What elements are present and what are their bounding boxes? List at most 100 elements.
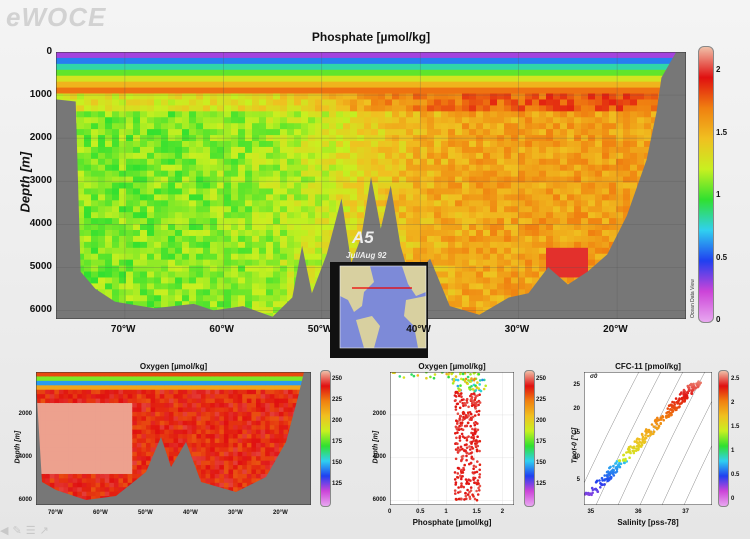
- phosphate-cell: [140, 265, 148, 273]
- phosphate-cell: [518, 123, 526, 130]
- phosphate-cell: [399, 241, 407, 249]
- phosphate-cell: [595, 52, 603, 59]
- phosphate-cell: [294, 218, 302, 225]
- phosphate-cell: [182, 241, 190, 249]
- phosphate-cell: [602, 188, 610, 195]
- phosphate-cell: [420, 164, 428, 172]
- phosphate-cell: [98, 99, 106, 106]
- oxygen-cell: [118, 403, 124, 408]
- phosphate-cell: [490, 218, 498, 225]
- phosphate-cell: [595, 164, 603, 172]
- phosphate-cell: [63, 93, 71, 101]
- phosphate-cell: [476, 277, 484, 284]
- phosphate-cell: [245, 99, 253, 106]
- phosphate-cell: [175, 117, 183, 124]
- oxygen-cell: [77, 411, 83, 417]
- phosphate-cell: [448, 152, 456, 160]
- phosphate-cell: [609, 152, 617, 160]
- phosphate-cell: [518, 283, 526, 290]
- oxygen-cell: [127, 469, 133, 475]
- phosphate-cell: [343, 230, 351, 237]
- phosphate-cell: [602, 87, 610, 95]
- phosphate-cell: [280, 253, 288, 261]
- phosphate-cell: [525, 212, 533, 219]
- phosphate-cell: [91, 194, 99, 201]
- phosphate-cell: [91, 271, 99, 279]
- phosphate-cell: [133, 69, 141, 77]
- phosphate-cell: [462, 301, 470, 308]
- phosphate-cell: [357, 141, 365, 148]
- phosphate-cell: [322, 206, 330, 213]
- phosphate-cell: [238, 57, 246, 65]
- phosphate-cell: [84, 259, 92, 267]
- phosphate-cell: [203, 301, 211, 308]
- oxygen-cell: [86, 487, 92, 493]
- oxygen-cell: [40, 425, 46, 431]
- phosphate-cell: [623, 141, 631, 148]
- phosphate-cell: [252, 182, 260, 190]
- phosphate-cell: [560, 87, 568, 95]
- phosphate-cell: [630, 111, 638, 118]
- phosphate-cell: [371, 111, 379, 118]
- phosphate-cell: [385, 69, 393, 77]
- oxygen-cell: [146, 442, 152, 448]
- phosphate-cell: [189, 188, 197, 195]
- phosphate-cell: [490, 158, 498, 166]
- phosphate-cell: [98, 52, 106, 59]
- oxygen-cell: [113, 438, 119, 444]
- phosphate-cell: [133, 289, 141, 296]
- phosphate-cell: [427, 93, 435, 101]
- oxygen-cell: [155, 376, 161, 382]
- oxygen-cell: [91, 456, 97, 462]
- oxygen-cell: [54, 460, 60, 466]
- oxygen-cell: [63, 376, 69, 382]
- phosphate-cell: [609, 69, 617, 77]
- oxygen-cell: [49, 389, 55, 395]
- oxygen-cell: [150, 451, 156, 457]
- phosphate-cell: [119, 247, 127, 255]
- phosphate-cell: [154, 75, 162, 83]
- oxygen-cell: [132, 434, 138, 439]
- phosphate-cell: [168, 301, 176, 308]
- oxygen-cell: [91, 465, 97, 471]
- phosphate-cell: [539, 57, 547, 65]
- phosphate-cell: [420, 69, 428, 77]
- phosphate-cell: [623, 87, 631, 95]
- phosphate-cell: [574, 129, 582, 136]
- oxygen-cell: [155, 416, 161, 422]
- phosphate-cell: [301, 152, 309, 160]
- phosphate-cell: [469, 111, 477, 118]
- phosphate-cell: [91, 52, 99, 59]
- phosphate-cell: [196, 301, 204, 308]
- phosphate-cell: [266, 206, 274, 213]
- phosphate-cell: [273, 283, 281, 290]
- oxygen-cell: [54, 487, 60, 493]
- oxygen-cell: [136, 460, 142, 466]
- phosphate-cell: [294, 170, 302, 178]
- phosphate-cell: [399, 247, 407, 255]
- oxygen-cell: [132, 394, 138, 400]
- phosphate-cell: [133, 283, 141, 290]
- phosphate-cell: [483, 194, 491, 201]
- phosphate-cell: [455, 141, 463, 148]
- phosphate-cell: [406, 75, 414, 83]
- phosphate-cell: [385, 111, 393, 118]
- phosphate-cell: [266, 81, 274, 89]
- phosphate-cell: [196, 230, 204, 237]
- phosphate-cell: [105, 52, 113, 59]
- phosphate-cell: [623, 129, 631, 136]
- phosphate-cell: [308, 129, 316, 136]
- phosphate-cell: [490, 123, 498, 130]
- phosphate-cell: [406, 141, 414, 148]
- oxygen-cell: [77, 469, 83, 475]
- phosphate-cell: [420, 152, 428, 160]
- phosphate-cell: [245, 141, 253, 148]
- oxygen-cell: [104, 442, 110, 448]
- phosphate-cell: [203, 75, 211, 83]
- phosphate-cell: [588, 230, 596, 237]
- phosphate-cell: [581, 182, 589, 190]
- phosphate-cell: [406, 212, 414, 219]
- phosphate-cell: [238, 224, 246, 231]
- phosphate-cell: [609, 218, 617, 225]
- oxygen-cell: [141, 456, 147, 462]
